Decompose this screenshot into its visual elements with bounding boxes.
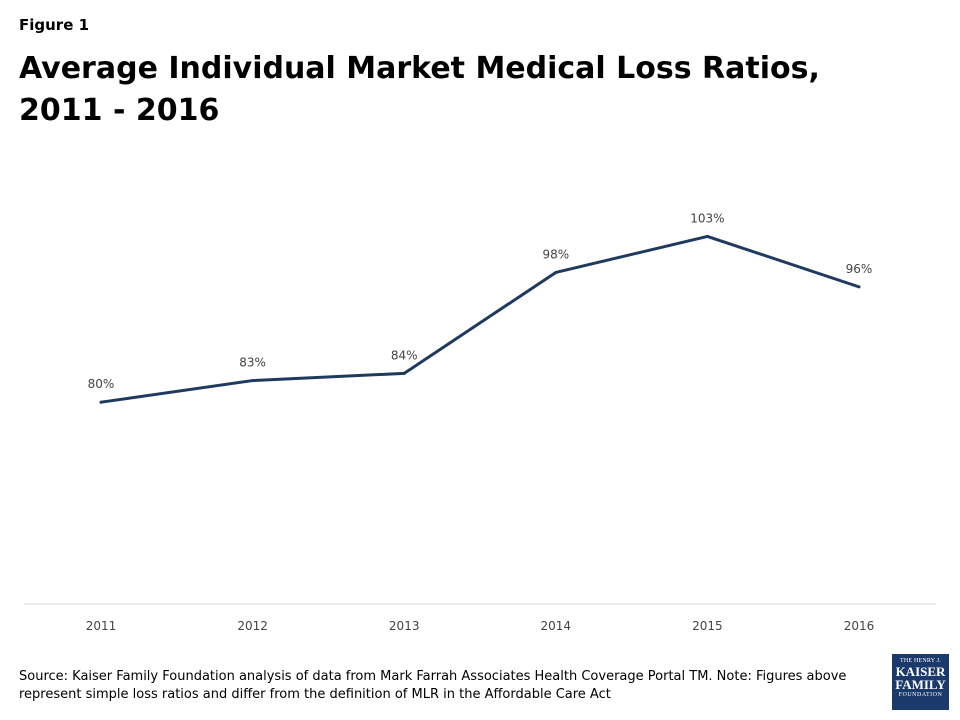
x-tick-label: 2015 [692,619,723,633]
logo-line-1: THE HENRY J. [899,658,941,664]
x-tick-label: 2013 [389,619,420,633]
series-line [100,234,860,404]
logo-line-4: FOUNDATION [898,692,943,698]
source-note: Source: Kaiser Family Foundation analysi… [19,669,847,702]
data-point [857,285,861,289]
data-point [251,379,255,383]
figure-label: Figure 1 [19,16,90,34]
x-tick-label: 2012 [237,619,268,633]
logo-line-2: KAISER [895,664,946,679]
line-chart: 2011 2012 2013 2014 2015 2016 80% 83% 84% 98% 103… [24,211,936,633]
data-label: 96% [846,262,873,276]
chart-title: Average Individual Market Medical Loss R… [19,51,820,128]
data-label: 84% [391,348,418,362]
data-point [705,234,709,238]
data-label: 98% [542,247,569,261]
data-label: 80% [88,377,115,391]
data-point [402,371,406,375]
kff-logo: THE HENRY J. KAISER FAMILY FOUNDATION [892,654,949,710]
data-label: 83% [239,356,266,370]
x-tick-label: 2014 [541,619,572,633]
x-tick-label: 2016 [844,619,875,633]
data-point [554,270,558,274]
data-label: 103% [690,211,724,225]
x-tick-label: 2011 [86,619,117,633]
logo-line-3: FAMILY [895,677,946,692]
data-point [99,400,103,404]
